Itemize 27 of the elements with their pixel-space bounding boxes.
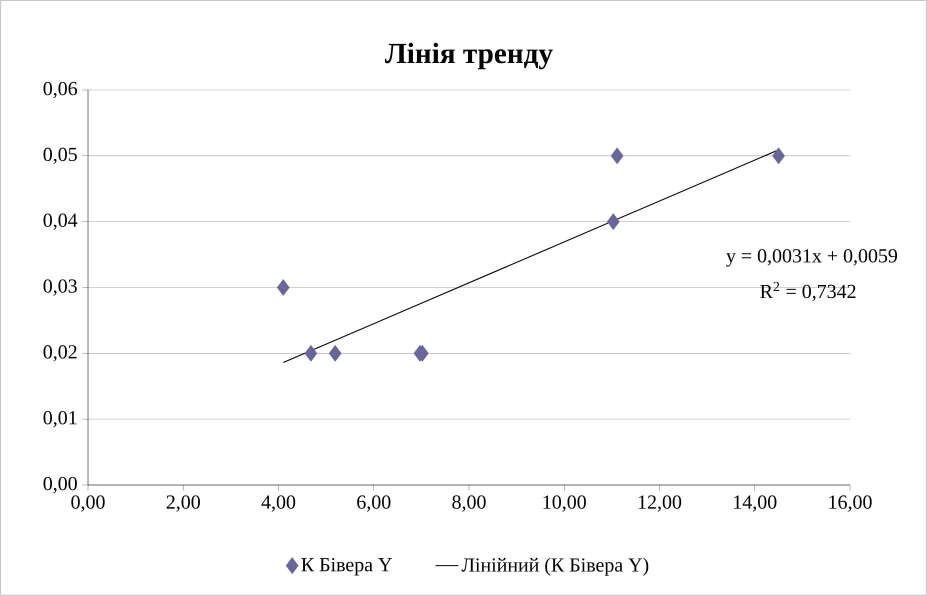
- x-tick-label: 10,00: [544, 495, 586, 512]
- point: [772, 148, 785, 164]
- annotation: y = 0,0031x + 0,0059: [726, 249, 898, 267]
- y-tick-label: 0,00: [44, 476, 77, 494]
- y-tick-label: 0,02: [44, 345, 77, 362]
- legend-label: Лінійний (К Бівера Y): [462, 558, 648, 576]
- x-tick-label: 6,00: [357, 495, 390, 512]
- y-tick-label: 0,06: [44, 82, 78, 98]
- legend-label: К Бівера Y: [301, 558, 392, 576]
- y-tick-label: 0,01: [44, 410, 76, 428]
- x-tick-label: 8,00: [452, 495, 486, 512]
- x-tick-label: 16,00: [829, 495, 872, 512]
- x-tick-label: 2,00: [166, 495, 200, 512]
- x-tick-label: 12,00: [638, 495, 682, 512]
- point: [607, 213, 620, 230]
- annotation: R$^{2}$ = 0,7342: [760, 282, 856, 302]
- x-tick-label: 0,00: [71, 495, 105, 512]
- x-tick-label: 14,00: [734, 495, 776, 512]
- y-tick-label: 0,03: [44, 279, 77, 296]
- y-tick-label: 0,05: [44, 148, 77, 164]
- point: [304, 345, 318, 362]
- x-tick-label: 4,00: [261, 495, 296, 512]
- chart-title: Лінія тренду: [385, 42, 553, 70]
- point: [328, 345, 342, 362]
- point: [277, 279, 290, 296]
- point: [610, 148, 624, 164]
- y-tick-label: 0,04: [44, 214, 78, 230]
